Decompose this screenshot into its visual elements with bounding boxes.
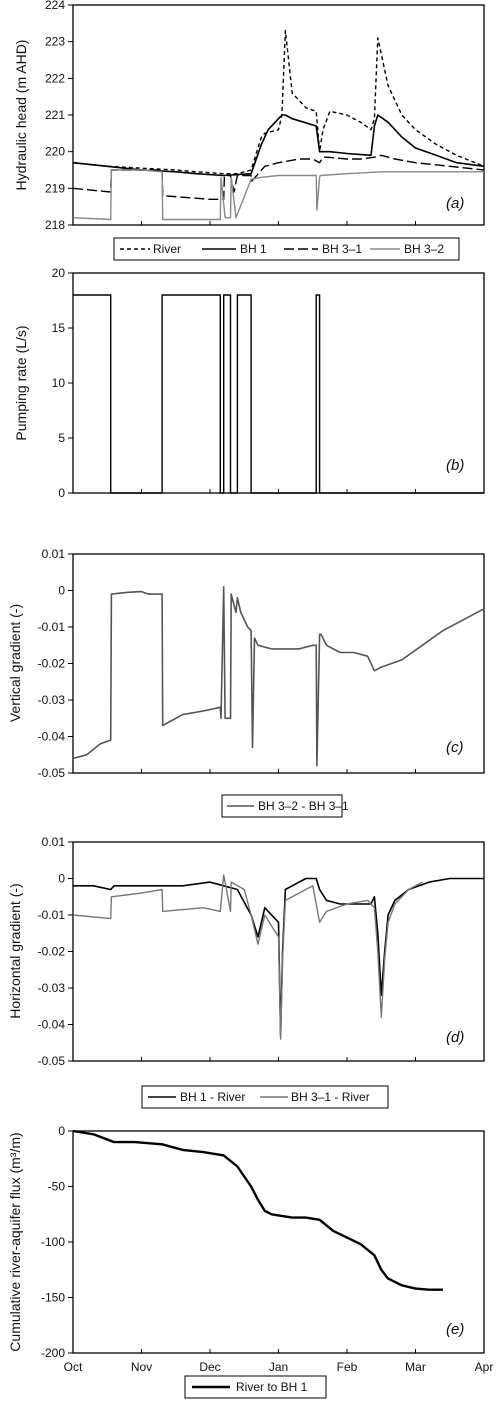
panel-e: -200 -150 -100 -50 0 Oct Nov Dec Jan Feb Mar Apr C… (7, 1124, 493, 1374)
series-line-bh-3-2 (72, 169, 484, 221)
y-tick-label: 0.01 (42, 835, 66, 849)
panel-c-y-label: Vertical gradient (-) (7, 604, 23, 722)
legend-c-box (221, 794, 343, 818)
x-tick-label: Jan (269, 1360, 288, 1374)
panel-a-label: (a) (446, 195, 464, 212)
panel-e-frame (72, 1130, 485, 1354)
x-tick-label: Feb (337, 1360, 358, 1374)
panel-a-frame (72, 4, 485, 226)
legend-e-label: River to BH 1 (236, 1380, 308, 1394)
legend-a: River BH 1 BH 3–1 BH 3–2 (113, 237, 460, 261)
panel-a-series (72, 30, 485, 221)
panel-e-y-ticks: -200 -150 -100 -50 0 (41, 1124, 416, 1360)
panel-b-series (73, 294, 484, 494)
legend-a-river-label: River (153, 242, 181, 256)
panel-c-series (72, 586, 485, 767)
panel-b-y-label: Pumping rate (L/s) (13, 325, 29, 440)
y-tick-label: 10 (52, 376, 66, 390)
y-tick-label: 221 (45, 108, 65, 122)
y-tick-label: -0.02 (38, 657, 66, 671)
panel-c-frame (72, 553, 485, 774)
y-tick-label: -150 (41, 1291, 65, 1305)
series-line-bh-3-1 (72, 154, 485, 201)
y-tick-label: -0.04 (38, 730, 66, 744)
y-tick-label: -0.01 (38, 908, 66, 922)
panel-e-series (72, 1129, 443, 1291)
y-tick-label: -200 (41, 1346, 65, 1360)
x-tick-label: Dec (199, 1360, 220, 1374)
y-tick-label: -100 (41, 1235, 65, 1249)
x-tick-label: Apr (475, 1360, 494, 1374)
legend-c-label: BH 3–2 - BH 3–1 (258, 799, 349, 813)
y-tick-label: -0.05 (38, 766, 66, 780)
y-tick-label: 5 (58, 431, 65, 445)
y-tick-label: 219 (45, 181, 65, 195)
series-line-river (72, 30, 485, 175)
panel-e-y-label: Cumulative river-aquifer flux (m³/m) (7, 1132, 23, 1351)
panel-b-y-ticks: 0 5 10 15 20 (52, 266, 416, 500)
panel-e-x-ticks: Oct Nov Dec Jan Feb Mar Apr (64, 1360, 494, 1374)
panel-a-y-label: Hydraulic head (m AHD) (13, 40, 29, 191)
y-tick-label: 218 (45, 218, 65, 232)
panel-d: -0.05 -0.04 -0.03 -0.02 -0.01 0 0.01 Horizonta… (7, 835, 485, 1068)
y-tick-label: -0.03 (38, 693, 66, 707)
legend-d-bh1-label: BH 1 - River (180, 1090, 245, 1104)
y-tick-label: 0 (58, 1124, 65, 1138)
y-tick-label: 224 (45, 0, 65, 12)
panel-e-label: (e) (446, 1321, 464, 1338)
y-tick-label: 0 (58, 584, 65, 598)
y-tick-label: 0.01 (42, 547, 66, 561)
y-tick-label: 0 (58, 486, 65, 500)
series-line-bh-1 (72, 114, 485, 177)
panel-b-label: (b) (446, 457, 464, 474)
x-tick-label: Oct (64, 1360, 83, 1374)
panel-c-label: (c) (446, 739, 464, 756)
panel-a: 218 219 220 221 222 223 224 Hydraulic head (m … (13, 0, 485, 232)
panel-c-y-ticks: -0.05 -0.04 -0.03 -0.02 -0.01 0 0.01 (38, 547, 416, 780)
panel-d-series (72, 874, 484, 1040)
y-tick-label: -0.01 (38, 620, 66, 634)
legend-e: River to BH 1 (184, 1375, 327, 1399)
y-tick-label: -0.04 (38, 1018, 66, 1032)
panel-d-y-label: Horizontal gradient (-) (7, 883, 23, 1018)
legend-a-bh1-label: BH 1 (240, 242, 267, 256)
y-tick-label: 222 (45, 71, 65, 85)
panel-d-label: (d) (446, 1029, 464, 1046)
legend-e-box (184, 1375, 327, 1399)
y-tick-label: 20 (52, 266, 66, 280)
legend-d: BH 1 - River BH 3–1 - River (141, 1085, 389, 1109)
legend-a-bh32-label: BH 3–2 (404, 242, 444, 256)
x-tick-label: Mar (405, 1360, 426, 1374)
y-tick-label: -0.05 (38, 1054, 66, 1068)
y-tick-label: 0 (58, 872, 65, 886)
legend-d-bh31-label: BH 3–1 - River (291, 1090, 370, 1104)
y-tick-label: 220 (45, 145, 65, 159)
panel-b: 0 5 10 15 20 Pumping rate (L/s) (b) (13, 266, 485, 500)
y-tick-label: 223 (45, 35, 65, 49)
panel-b-frame (72, 272, 485, 494)
panel-a-y-ticks: 218 219 220 221 222 223 224 (45, 0, 416, 232)
y-tick-label: -0.03 (38, 981, 66, 995)
legend-c: BH 3–2 - BH 3–1 (221, 794, 349, 818)
y-tick-label: -0.02 (38, 945, 66, 959)
series-line-bh-3-2-bh-3-1 (72, 586, 485, 767)
panel-c: -0.05 -0.04 -0.03 -0.02 -0.01 0 0.01 Vertical … (7, 547, 485, 780)
series-line-bh-3-1-river (72, 874, 423, 1040)
x-tick-label: Nov (131, 1360, 152, 1374)
series-line-river-to-bh-1 (72, 1129, 443, 1291)
y-tick-label: -50 (48, 1180, 66, 1194)
y-tick-label: 15 (52, 321, 66, 335)
series-line-pumping-rate (73, 294, 484, 494)
panel-d-y-ticks: -0.05 -0.04 -0.03 -0.02 -0.01 0 0.01 (38, 835, 416, 1068)
legend-a-bh31-label: BH 3–1 (322, 242, 362, 256)
